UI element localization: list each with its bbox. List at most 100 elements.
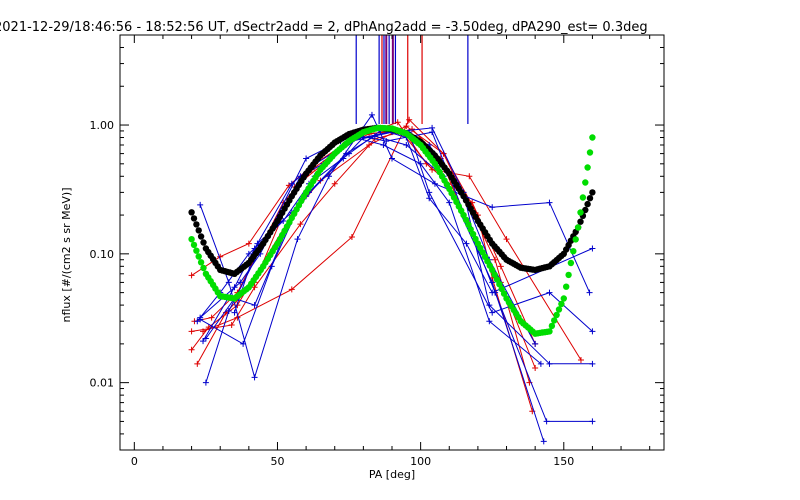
series-14-dot-20-5 — [486, 236, 493, 244]
x-axis: 0 50 100 150 — [131, 35, 651, 468]
series-15-dot-15-5 — [415, 139, 422, 147]
series-9-point-6 — [380, 141, 387, 148]
series-15-dot-4-5 — [257, 266, 264, 273]
series-8-point-10 — [589, 328, 596, 335]
series-15-dot-18-5 — [458, 207, 465, 214]
series-12-line — [205, 135, 545, 442]
series-6-point-0 — [197, 201, 204, 208]
series-15-dot-0-5 — [200, 264, 207, 272]
series-15-dot-25-3 — [553, 311, 560, 319]
series-14-dot-7-5 — [300, 174, 307, 181]
series-15-dot-10-5 — [343, 140, 350, 147]
series-9-point-10 — [537, 360, 544, 367]
series-15-dot-14-5 — [400, 129, 408, 136]
series-15-dot-27-4 — [584, 164, 591, 171]
series-15-dot-25-5 — [558, 300, 565, 308]
series-14-dot-9-5 — [329, 141, 336, 148]
series-4-line — [202, 118, 530, 383]
series-14-dot-0-3 — [195, 227, 202, 234]
series-9-point-3 — [280, 217, 287, 224]
series-7-point-8 — [463, 240, 470, 247]
series-15-dot-25-2 — [551, 317, 558, 324]
series-15-dot-22-5 — [515, 314, 522, 321]
series-14-dot-0 — [188, 209, 195, 216]
series-10-point-3 — [288, 180, 295, 187]
series-7-point-0 — [202, 379, 209, 386]
series-10-point-11 — [589, 360, 596, 367]
series-15-dot-19-5 — [472, 235, 479, 243]
series-14-dot-4-5 — [257, 243, 264, 251]
series-15-dot-21-1 — [491, 271, 498, 278]
series-2-point-1 — [208, 314, 215, 321]
series-15-dot-19-1 — [462, 216, 470, 223]
x-tick-label-3: 150 — [553, 455, 574, 468]
series-15-dot-27-5 — [586, 149, 594, 156]
series-15-dot-19-2 — [465, 221, 472, 228]
series-4-point-2 — [288, 286, 295, 293]
chart-title: 2021-12-29/18:46:56 - 18:52:56 UT, dSect… — [0, 20, 648, 35]
series-11-point-1 — [237, 279, 244, 286]
series-8-point-1 — [240, 340, 247, 347]
series-14-dot-27-3 — [582, 206, 589, 214]
series-7-line — [205, 127, 593, 383]
series-14-dot-17-5 — [443, 167, 451, 174]
series-layer — [188, 111, 596, 445]
series-15-dot-9-5 — [329, 153, 336, 160]
series-15-dot-25-1 — [548, 322, 556, 330]
series-1-point-1 — [228, 322, 235, 329]
series-9-point-8 — [446, 199, 453, 206]
vertical-markers — [355, 35, 469, 124]
series-15-dot-26-4 — [570, 248, 577, 255]
series-15-dot-26-3 — [567, 259, 575, 267]
series-10-point-10 — [546, 360, 553, 367]
series-15-dot-26 — [560, 295, 567, 302]
series-2-point-6 — [394, 119, 401, 126]
series-13-point-10 — [532, 340, 539, 347]
series-14-dot-6-5 — [286, 197, 293, 204]
series-14-dot-3-5 — [243, 261, 250, 268]
series-1-point-3 — [297, 221, 304, 228]
series-1-point-6 — [409, 126, 416, 133]
series-2-point-9 — [497, 263, 504, 270]
series-6-point-2 — [251, 374, 258, 381]
series-14-dot-5-5 — [271, 221, 279, 228]
series-5-point-0 — [188, 272, 195, 279]
series-10-point-0 — [200, 338, 207, 345]
series-12-point-6 — [371, 133, 378, 140]
y-tick-label-2: 1.00 — [90, 119, 115, 132]
series-14-dot-23-5 — [529, 266, 536, 273]
series-12-point-0 — [202, 335, 209, 342]
series-15-dot-25-4 — [555, 306, 563, 313]
series-15-dot-12-5 — [372, 125, 379, 132]
series-1-point-0 — [188, 328, 195, 335]
series-9-point-9 — [486, 318, 493, 325]
series-14-dot-2-5 — [228, 270, 236, 277]
y-axis: 0.01 0.10 1.00 — [90, 34, 664, 451]
series-3-point-8 — [466, 173, 473, 180]
series-10-point-9 — [486, 302, 493, 309]
series-4-point-6 — [492, 256, 499, 263]
series-7-point-7 — [426, 195, 433, 202]
series-15-dot-20-5 — [486, 262, 493, 269]
series-7-point-10 — [589, 245, 596, 252]
series-15-dot-26-1 — [563, 283, 570, 290]
series-15-dot-21-3 — [496, 281, 503, 288]
x-tick-label-2: 100 — [410, 455, 431, 468]
series-5-point-2 — [245, 240, 252, 247]
series-4-point-0 — [200, 328, 207, 335]
series-13-point-4 — [340, 155, 347, 162]
series-11-point-9 — [543, 418, 550, 425]
series-15-dot-3-5 — [243, 286, 250, 293]
series-14-dot-0-2 — [193, 221, 200, 228]
series-3-point-7 — [429, 166, 436, 173]
series-14-dot-0-4 — [197, 233, 205, 240]
series-15-dot-19-4 — [469, 230, 477, 238]
series-3-point-0 — [194, 360, 201, 367]
series-9-point-2 — [245, 250, 252, 257]
series-15-dot-0-2 — [193, 247, 200, 254]
series-14-dot-1-5 — [214, 263, 221, 270]
series-15-dot-0 — [188, 236, 195, 243]
series-12-point-2 — [251, 302, 258, 309]
series-13-point-0 — [231, 309, 238, 316]
